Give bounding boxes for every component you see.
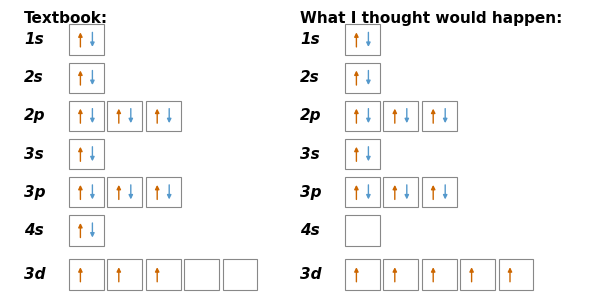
Bar xyxy=(345,101,380,131)
Text: 1s: 1s xyxy=(300,32,320,47)
Bar xyxy=(69,259,104,290)
Bar xyxy=(146,177,181,207)
Text: 2p: 2p xyxy=(24,108,46,124)
Bar xyxy=(107,177,142,207)
Text: 2s: 2s xyxy=(300,70,320,85)
Bar xyxy=(345,24,380,55)
Text: 3d: 3d xyxy=(300,267,322,282)
Bar xyxy=(422,101,457,131)
Text: 2s: 2s xyxy=(24,70,44,85)
Bar xyxy=(383,177,418,207)
Text: 4s: 4s xyxy=(24,223,44,238)
Text: 4s: 4s xyxy=(300,223,320,238)
Bar xyxy=(383,259,418,290)
Text: 3s: 3s xyxy=(24,146,44,162)
Bar xyxy=(422,259,457,290)
Bar xyxy=(223,259,257,290)
Bar xyxy=(69,24,104,55)
Text: 1s: 1s xyxy=(24,32,44,47)
Bar xyxy=(146,259,181,290)
Text: 3p: 3p xyxy=(300,185,322,200)
Bar xyxy=(345,215,380,246)
Bar xyxy=(345,259,380,290)
Text: 3d: 3d xyxy=(24,267,46,282)
Bar xyxy=(146,101,181,131)
Bar xyxy=(460,259,495,290)
Bar xyxy=(69,177,104,207)
Bar xyxy=(69,139,104,169)
Text: 3s: 3s xyxy=(300,146,320,162)
Bar xyxy=(107,259,142,290)
Bar xyxy=(345,63,380,93)
Bar xyxy=(69,101,104,131)
Bar xyxy=(383,101,418,131)
Bar xyxy=(499,259,533,290)
Bar xyxy=(69,63,104,93)
Bar xyxy=(184,259,219,290)
Text: 3p: 3p xyxy=(24,185,46,200)
Text: What I thought would happen:: What I thought would happen: xyxy=(300,11,562,26)
Text: 2p: 2p xyxy=(300,108,322,124)
Bar xyxy=(345,177,380,207)
Bar xyxy=(69,215,104,246)
Bar xyxy=(345,139,380,169)
Bar xyxy=(422,177,457,207)
Text: Textbook:: Textbook: xyxy=(24,11,108,26)
Bar xyxy=(107,101,142,131)
